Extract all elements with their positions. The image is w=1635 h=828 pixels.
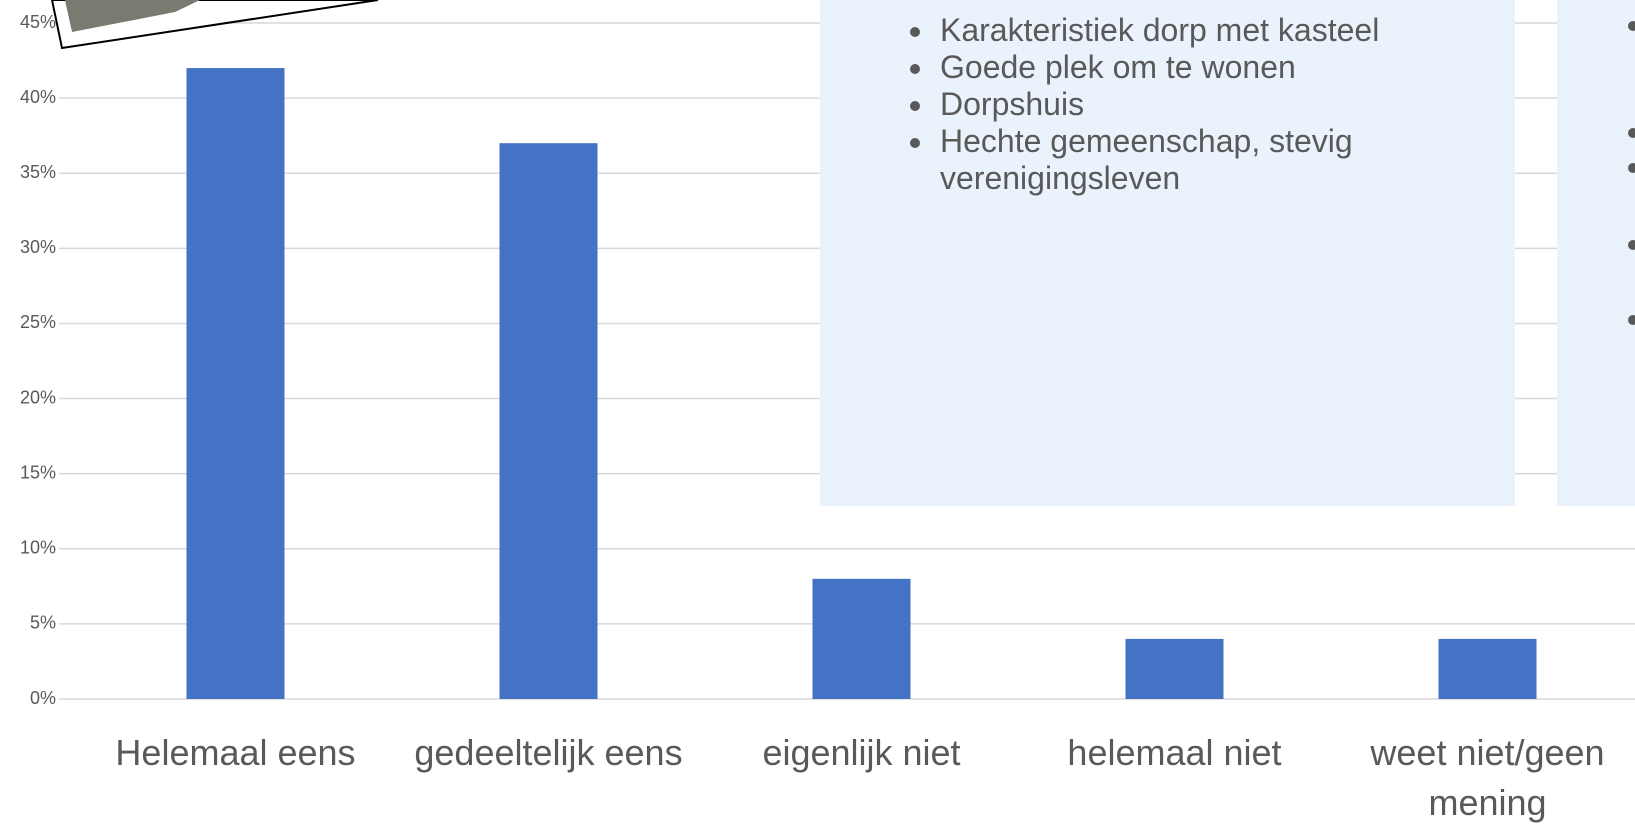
bar [1126, 639, 1224, 699]
x-tick-label: gedeeltelijk eens [401, 728, 697, 778]
y-tick-label: 25% [20, 312, 56, 332]
bar [1439, 639, 1537, 699]
y-tick-label: 5% [30, 613, 56, 633]
bar [187, 68, 285, 699]
y-tick-label: 10% [20, 538, 56, 558]
bullet-dot [1628, 315, 1635, 325]
photo [0, 0, 400, 60]
bar [813, 579, 911, 699]
bullet-dot [1628, 163, 1635, 173]
bullet-item: Dorpshuis [936, 86, 1426, 123]
bullet-dot [1628, 240, 1635, 250]
x-tick-label: weet niet/geen mening [1340, 728, 1635, 828]
bullet-dot [1628, 21, 1635, 31]
bullet-item: Hechte gemeenschap, stevig verenigingsle… [936, 123, 1426, 197]
y-tick-label: 0% [30, 688, 56, 708]
bullet-item: Goede plek om te wonen [936, 49, 1426, 86]
x-tick-label: Helemaal eens [88, 728, 384, 778]
bar [500, 143, 598, 699]
y-tick-label: 40% [20, 87, 56, 107]
x-tick-label: helemaal niet [1027, 728, 1323, 778]
bullet-item: Karakteristiek dorp met kasteel [936, 12, 1426, 49]
bullet-dot [1628, 128, 1635, 138]
y-tick-label: 15% [20, 462, 56, 482]
text-box-right [1557, 0, 1635, 506]
y-tick-label: 35% [20, 162, 56, 182]
y-tick-label: 30% [20, 237, 56, 257]
y-tick-label: 20% [20, 387, 56, 407]
bullet-list: Karakteristiek dorp met kasteelGoede ple… [890, 12, 1426, 197]
x-tick-label: eigenlijk niet [714, 728, 1010, 778]
